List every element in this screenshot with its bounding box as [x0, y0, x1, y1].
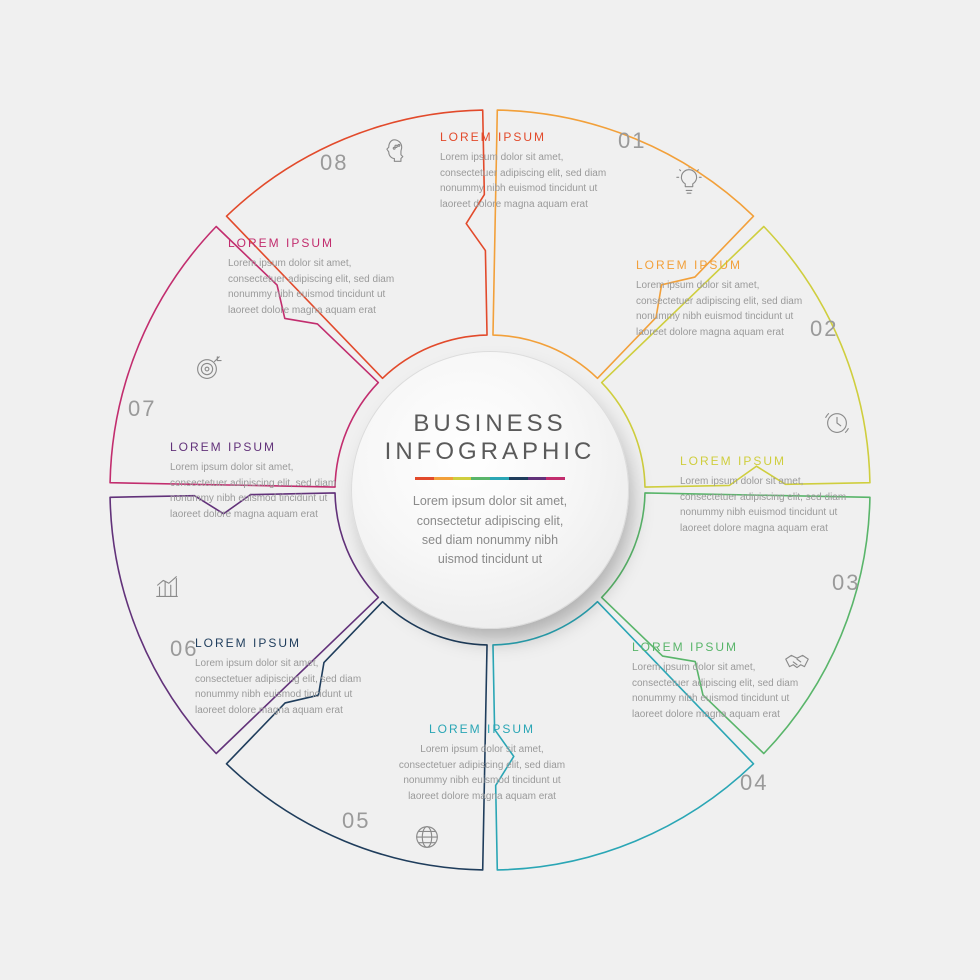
center-body: Lorem ipsum dolor sit amet,consectetur a… — [375, 492, 605, 570]
segment-01-title: LOREM IPSUM — [440, 130, 620, 144]
segment-08-title: LOREM IPSUM — [228, 236, 408, 250]
segment-06-body: Lorem ipsum dolor sit amet, consectetuer… — [195, 656, 375, 718]
segment-05-title: LOREM IPSUM — [392, 722, 572, 736]
segment-07-body: Lorem ipsum dolor sit amet, consectetuer… — [170, 460, 350, 522]
segment-03-text: LOREM IPSUM Lorem ipsum dolor sit amet, … — [680, 454, 860, 536]
segment-number-08: 08 — [320, 150, 348, 176]
segment-number-07: 07 — [128, 396, 156, 422]
segment-number-05: 05 — [342, 808, 370, 834]
segment-number-03: 03 — [832, 570, 860, 596]
segment-02-body: Lorem ipsum dolor sit amet, consectetuer… — [636, 278, 816, 340]
center-disc: BUSINESS INFOGRAPHIC Lorem ipsum dolor s… — [345, 345, 635, 635]
segment-05-text: LOREM IPSUM Lorem ipsum dolor sit amet, … — [392, 722, 572, 804]
clock-icon — [820, 406, 854, 440]
segment-number-01: 01 — [618, 128, 646, 154]
head-icon — [380, 134, 414, 168]
segment-01-body: Lorem ipsum dolor sit amet, consectetuer… — [440, 150, 620, 212]
chart-icon — [150, 570, 184, 604]
segment-02-title: LOREM IPSUM — [636, 258, 816, 272]
handshake-icon — [780, 644, 814, 678]
segment-07-text: LOREM IPSUM Lorem ipsum dolor sit amet, … — [170, 440, 350, 522]
segment-number-04: 04 — [740, 770, 768, 796]
target-icon — [190, 352, 224, 386]
segment-07-title: LOREM IPSUM — [170, 440, 350, 454]
rainbow-divider — [415, 477, 565, 480]
segment-01-text: LOREM IPSUM Lorem ipsum dolor sit amet, … — [440, 130, 620, 212]
segment-08-text: LOREM IPSUM Lorem ipsum dolor sit amet, … — [228, 236, 408, 318]
segment-number-06: 06 — [170, 636, 198, 662]
infographic-canvas: BUSINESS INFOGRAPHIC Lorem ipsum dolor s… — [0, 0, 980, 980]
segment-03-body: Lorem ipsum dolor sit amet, consectetuer… — [680, 474, 860, 536]
segment-05-body: Lorem ipsum dolor sit amet, consectetuer… — [392, 742, 572, 804]
segment-03-title: LOREM IPSUM — [680, 454, 860, 468]
center-title: BUSINESS INFOGRAPHIC — [375, 410, 605, 465]
segment-06-text: LOREM IPSUM Lorem ipsum dolor sit amet, … — [195, 636, 375, 718]
bulb-icon — [672, 164, 706, 198]
segment-02-text: LOREM IPSUM Lorem ipsum dolor sit amet, … — [636, 258, 816, 340]
segment-number-02: 02 — [810, 316, 838, 342]
segment-06-title: LOREM IPSUM — [195, 636, 375, 650]
globe-icon — [410, 820, 444, 854]
segment-08-body: Lorem ipsum dolor sit amet, consectetuer… — [228, 256, 408, 318]
